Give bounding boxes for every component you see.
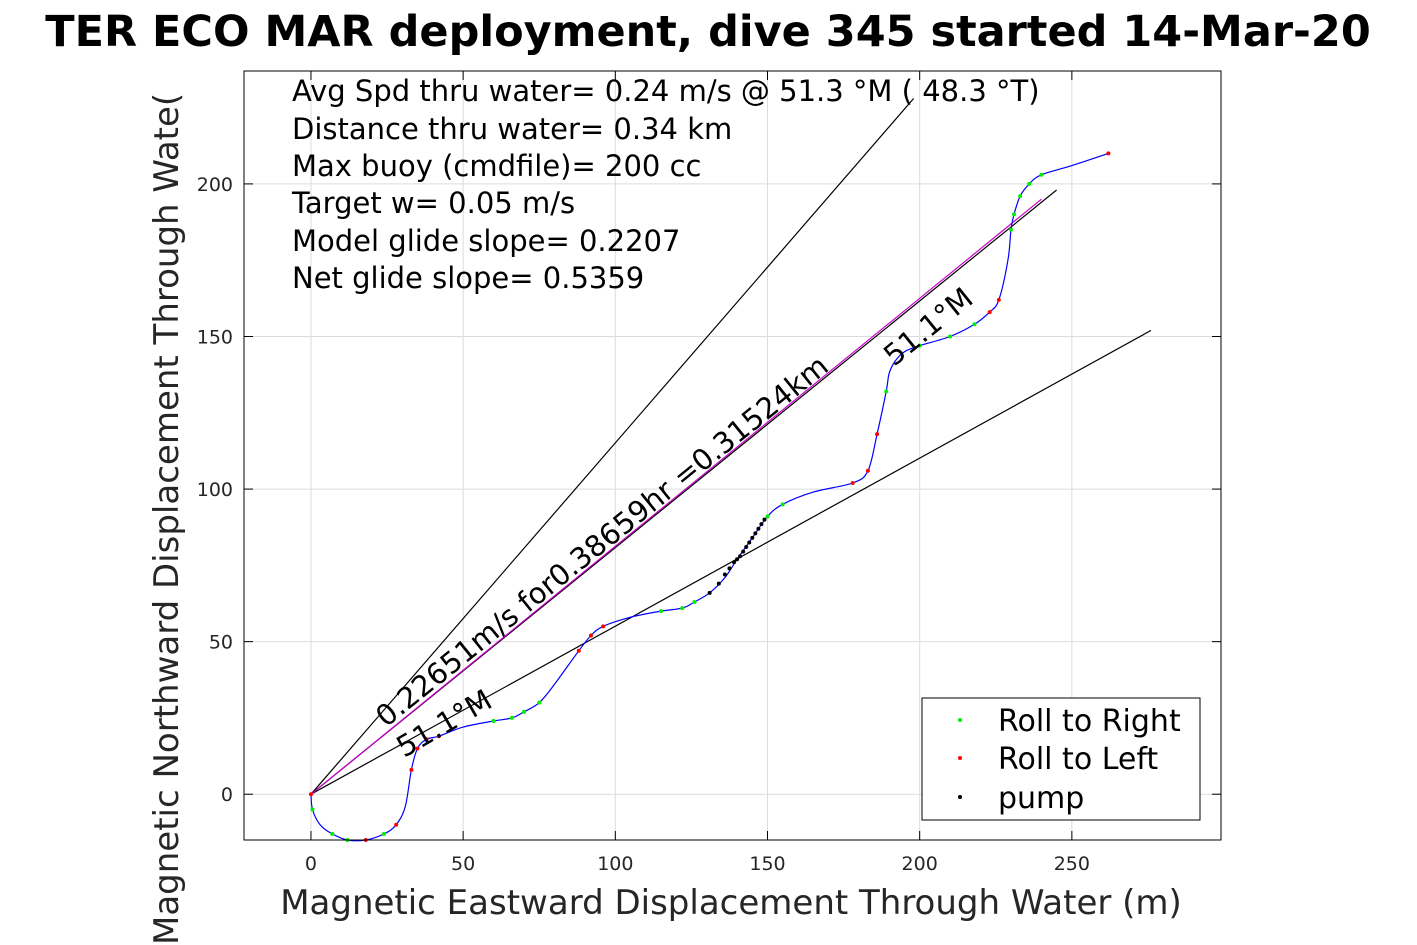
reference-line-heading-bound-lower (310, 329, 1152, 795)
reference-line-glide-path (310, 198, 1042, 795)
point-roll-to-left (436, 734, 441, 739)
point-roll-to-left (850, 480, 855, 485)
point-pump (738, 554, 743, 559)
y-tick-label: 0 (221, 784, 233, 806)
point-roll-to-left (308, 792, 313, 797)
point-roll-to-right (1027, 181, 1032, 186)
point-pump (732, 560, 737, 565)
x-axis-label: Magnetic Eastward Displacement Through W… (280, 883, 1182, 923)
point-roll-to-left (601, 624, 606, 629)
point-roll-to-left (409, 767, 414, 772)
x-tick-label: 250 (1054, 853, 1090, 875)
point-roll-to-right (537, 700, 542, 705)
point-roll-to-left (865, 468, 870, 473)
point-roll-to-right (310, 807, 315, 812)
point-pump (744, 545, 749, 550)
point-roll-to-left (875, 432, 880, 437)
point-markers (308, 151, 1111, 842)
x-tick-label: 100 (597, 853, 633, 875)
legend: Roll to Right Roll to Left pump (921, 697, 1201, 821)
point-roll-to-right (692, 599, 697, 604)
point-roll-to-left (394, 822, 399, 827)
legend-label-roll-right: Roll to Right (998, 704, 1181, 739)
point-roll-to-left (987, 310, 992, 315)
point-pump (741, 549, 746, 554)
point-pump (753, 531, 758, 536)
y-axis-label: Magnetic Northward Displacement Through … (147, 93, 187, 945)
x-tick-label: 50 (451, 853, 475, 875)
point-roll-to-right (948, 334, 953, 339)
x-tick-label: 200 (902, 853, 938, 875)
stat-distance: Distance thru water= 0.34 km (292, 112, 732, 146)
legend-label-pump: pump (998, 781, 1084, 816)
point-roll-to-right (382, 831, 387, 836)
legend-marker-roll-left (958, 756, 962, 760)
point-pump (735, 557, 740, 562)
y-tick-label: 50 (209, 632, 233, 654)
point-pump (750, 535, 755, 540)
y-tick-label: 200 (197, 174, 233, 196)
point-roll-to-right (330, 831, 335, 836)
chart-title: TER ECO MAR deployment, dive 345 started… (45, 7, 1371, 57)
legend-box (921, 697, 1201, 821)
speed-annotation: 0.22651m/s for0.38659hr =0.31524km (369, 349, 835, 734)
plot-area-border (243, 70, 1222, 841)
stat-avg-speed: Avg Spd thru water= 0.24 m/s @ 51.3 °M (… (292, 74, 1040, 108)
legend-marker-pump (958, 795, 962, 799)
point-pump (722, 572, 727, 577)
point-pump (747, 540, 752, 545)
point-roll-to-left (415, 746, 420, 751)
point-roll-to-right (972, 322, 977, 327)
point-roll-to-right (1039, 172, 1044, 177)
stat-max-buoy: Max buoy (cmdfile)= 200 cc (292, 149, 701, 183)
reference-lines (310, 98, 1152, 795)
stats-box: Avg Spd thru water= 0.24 m/s @ 51.3 °M (… (291, 74, 1040, 295)
stat-model-glide: Model glide slope= 0.2207 (292, 224, 680, 258)
point-roll-to-right (491, 718, 496, 723)
point-roll-to-left (576, 648, 581, 653)
point-roll-to-right (680, 606, 685, 611)
point-roll-to-right (765, 514, 770, 519)
reference-line-heading-bound-upper (310, 98, 915, 795)
point-roll-to-left (1106, 151, 1111, 156)
point-pump (716, 581, 721, 586)
x-tick-label: 0 (305, 853, 317, 875)
point-roll-to-right (884, 389, 889, 394)
tick-marks: 0 50 100 150 200 250 0 50 100 150 200 (197, 71, 1221, 875)
point-pump (707, 590, 712, 595)
legend-marker-roll-right (958, 718, 962, 722)
point-roll-to-right (1018, 194, 1023, 199)
point-roll-to-left (424, 737, 429, 742)
point-roll-to-right (1012, 212, 1017, 217)
point-pump (762, 517, 767, 522)
point-pump (727, 566, 732, 571)
point-roll-to-right (509, 715, 514, 720)
y-tick-label: 150 (197, 326, 233, 348)
point-roll-to-right (780, 502, 785, 507)
point-roll-to-left (588, 633, 593, 638)
point-pump (759, 522, 764, 527)
point-roll-to-left (996, 297, 1001, 302)
stat-net-glide: Net glide slope= 0.5359 (292, 261, 644, 295)
legend-label-roll-left: Roll to Left (998, 742, 1158, 777)
stat-target-w: Target w= 0.05 m/s (291, 186, 575, 220)
point-pump (756, 526, 761, 531)
point-roll-to-right (658, 609, 663, 614)
point-roll-to-right (522, 709, 527, 714)
point-roll-to-right (1008, 227, 1013, 232)
x-tick-label: 150 (749, 853, 785, 875)
grid (244, 71, 1221, 840)
point-roll-to-right (917, 343, 922, 348)
y-tick-label: 100 (197, 479, 233, 501)
